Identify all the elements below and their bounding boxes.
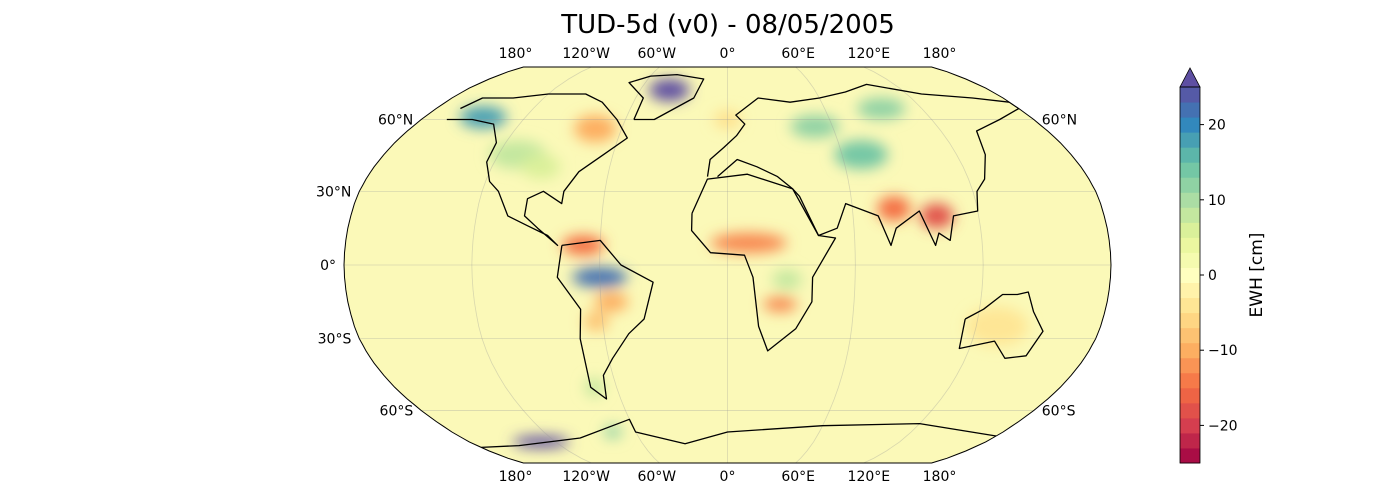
colorbar-segment — [1180, 432, 1200, 449]
map-body — [344, 67, 1111, 463]
coastline — [706, 83, 1020, 247]
anomaly-patch — [521, 154, 561, 179]
lon-label: 120°E — [848, 469, 891, 485]
map-outline — [343, 66, 1112, 464]
lon-label: 60°E — [781, 469, 815, 485]
anomaly-patch — [459, 106, 507, 129]
anomaly-patch — [594, 292, 629, 312]
colorbar-segment — [1180, 222, 1200, 238]
lon-label: 120°E — [848, 46, 891, 62]
anomaly-patch — [572, 267, 628, 288]
colorbar-segment — [1180, 147, 1200, 163]
anomaly-patch — [920, 203, 954, 229]
colorbar-segment — [1180, 102, 1200, 118]
anomaly-patch — [585, 377, 604, 397]
coastline — [628, 73, 705, 121]
colorbar-segment — [1180, 237, 1200, 253]
coastlines — [446, 73, 1044, 449]
colorbar-segment — [1180, 207, 1200, 223]
colorbar-segment — [1180, 342, 1200, 359]
colorbar-segment — [1180, 357, 1200, 374]
colorbar-segment — [1180, 267, 1200, 284]
anomaly-patch — [710, 233, 787, 253]
anomaly-patch — [834, 140, 888, 170]
lon-label: 180° — [499, 46, 533, 62]
anomaly-patch — [574, 115, 617, 143]
meridian-line — [599, 67, 660, 463]
anomaly-patch — [763, 296, 797, 312]
lat-label: 0° — [320, 258, 336, 274]
coastline — [690, 173, 837, 352]
colorbar-label: EWH [cm] — [1247, 233, 1267, 318]
colorbar-segment — [1180, 87, 1200, 103]
colorbar-segment — [1180, 297, 1200, 314]
anomaly-patch — [772, 269, 802, 290]
coastline — [481, 418, 997, 449]
colorbar: 20 10 0 −10 −20 — [1179, 67, 1238, 464]
anomaly-field — [459, 78, 1029, 448]
lat-label: 60°N — [378, 113, 413, 129]
lon-label: 180° — [923, 46, 957, 62]
colorbar-segment — [1180, 417, 1200, 434]
lon-label: 0° — [720, 46, 736, 62]
colorbar-segment — [1180, 132, 1200, 148]
anomaly-patch — [713, 110, 742, 129]
lat-labels-right: 60°N 60°S — [1042, 113, 1077, 420]
anomaly-patch — [583, 311, 609, 332]
colorbar-segment — [1180, 192, 1200, 208]
lon-label: 120°W — [562, 469, 610, 485]
colorbar-segment — [1180, 252, 1200, 268]
lon-label: 0° — [720, 469, 736, 485]
colorbar-segment — [1180, 282, 1200, 299]
meridian-line — [863, 67, 984, 463]
lon-label: 180° — [923, 469, 957, 485]
meridian-line — [795, 67, 856, 463]
lon-label: 60°W — [637, 46, 676, 62]
anomaly-patch — [965, 306, 1029, 347]
colorbar-tick-label: 0 — [1208, 268, 1217, 284]
colorbar-segment — [1180, 327, 1200, 344]
anomaly-patch — [856, 97, 906, 120]
coastline — [958, 291, 1044, 359]
colorbar-tick-label: 20 — [1208, 118, 1226, 134]
colorbar-segment — [1180, 447, 1200, 464]
coastline — [556, 239, 654, 400]
colorbar-tick-label: 10 — [1208, 193, 1226, 209]
lat-labels-left: 60°N 30°N 0° 30°S 60°S — [316, 113, 413, 420]
colorbar-segment — [1180, 387, 1200, 404]
colorbar-segment — [1180, 402, 1200, 419]
anomaly-patch — [790, 115, 840, 138]
colorbar-tick-label: −10 — [1208, 343, 1238, 359]
colorbar-tick-label: −20 — [1208, 418, 1238, 434]
anomaly-patch — [561, 235, 605, 256]
lon-label: 180° — [499, 469, 533, 485]
colorbar-segment — [1180, 372, 1200, 389]
colorbar-segment — [1180, 117, 1200, 133]
lat-label: 60°S — [1042, 403, 1076, 419]
plot-title: TUD-5d (v0) - 08/05/2005 — [561, 10, 895, 40]
lon-label: 60°E — [781, 46, 815, 62]
anomaly-patch — [603, 425, 622, 439]
lat-label: 60°N — [1042, 113, 1077, 129]
lat-label: 30°N — [316, 184, 351, 200]
colorbar-extend-arrow — [1179, 67, 1201, 88]
lon-label: 120°W — [562, 46, 610, 62]
lon-labels-top: 180° 120°W 60°W 0° 60°E 120°E 180° — [499, 46, 957, 62]
colorbar-segment — [1180, 177, 1200, 193]
lon-labels-bottom: 180° 120°W 60°W 0° 60°E 120°E 180° — [499, 469, 957, 485]
colorbar-segment — [1180, 162, 1200, 178]
lat-label: 60°S — [380, 403, 414, 419]
lat-label: 30°S — [318, 332, 352, 348]
coastline — [446, 93, 628, 247]
anomaly-patch — [649, 78, 690, 102]
colorbar-segment — [1180, 312, 1200, 329]
lon-label: 60°W — [637, 469, 676, 485]
meridian-line — [471, 67, 592, 463]
anomaly-patch — [877, 196, 911, 221]
